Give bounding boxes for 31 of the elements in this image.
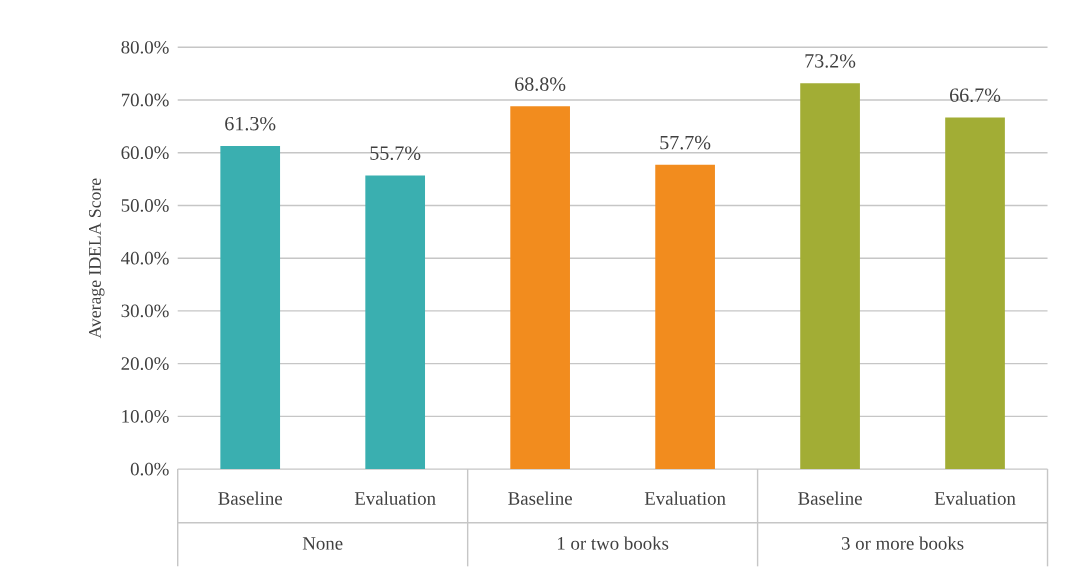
- bar: [945, 117, 1005, 470]
- y-tick-label: 40.0%: [121, 251, 169, 265]
- bar: [655, 164, 715, 470]
- x-tick-label: Evaluation: [644, 491, 726, 505]
- data-label: 66.7%: [950, 88, 1001, 102]
- y-tick-label: 60.0%: [121, 146, 169, 160]
- data-label: 68.8%: [515, 77, 566, 91]
- text: 3 or more books: [841, 536, 964, 550]
- bar: [365, 175, 426, 470]
- x-tick-label: Baseline: [218, 491, 283, 505]
- y-tick-label: 80.0%: [121, 40, 169, 54]
- y-tick-label: 30.0%: [121, 304, 169, 318]
- data-label: 61.3%: [225, 116, 276, 131]
- y-tick-label: 10.0%: [122, 409, 169, 423]
- x-tick-label: Baseline: [798, 491, 862, 505]
- bar: [510, 106, 570, 470]
- y-tick-label: 50.0%: [121, 199, 169, 212]
- y-tick-label: 20.0%: [121, 357, 169, 371]
- y-axis-title: Average IDELA Score: [89, 178, 105, 339]
- x-tick-label: Evaluation: [934, 491, 1016, 505]
- data-label: 55.7%: [370, 146, 421, 160]
- x-tick-label: Baseline: [508, 491, 572, 505]
- text: None: [302, 537, 343, 550]
- data-label: 73.2%: [805, 54, 856, 68]
- data-label: 57.7%: [660, 135, 711, 150]
- y-tick-label: 70.0%: [121, 93, 169, 107]
- x-tick-label: Evaluation: [354, 491, 436, 505]
- text: 1 or two books: [557, 536, 669, 550]
- bar: [220, 145, 281, 470]
- bar: [800, 83, 860, 470]
- y-tick-label: 0.0%: [130, 462, 169, 476]
